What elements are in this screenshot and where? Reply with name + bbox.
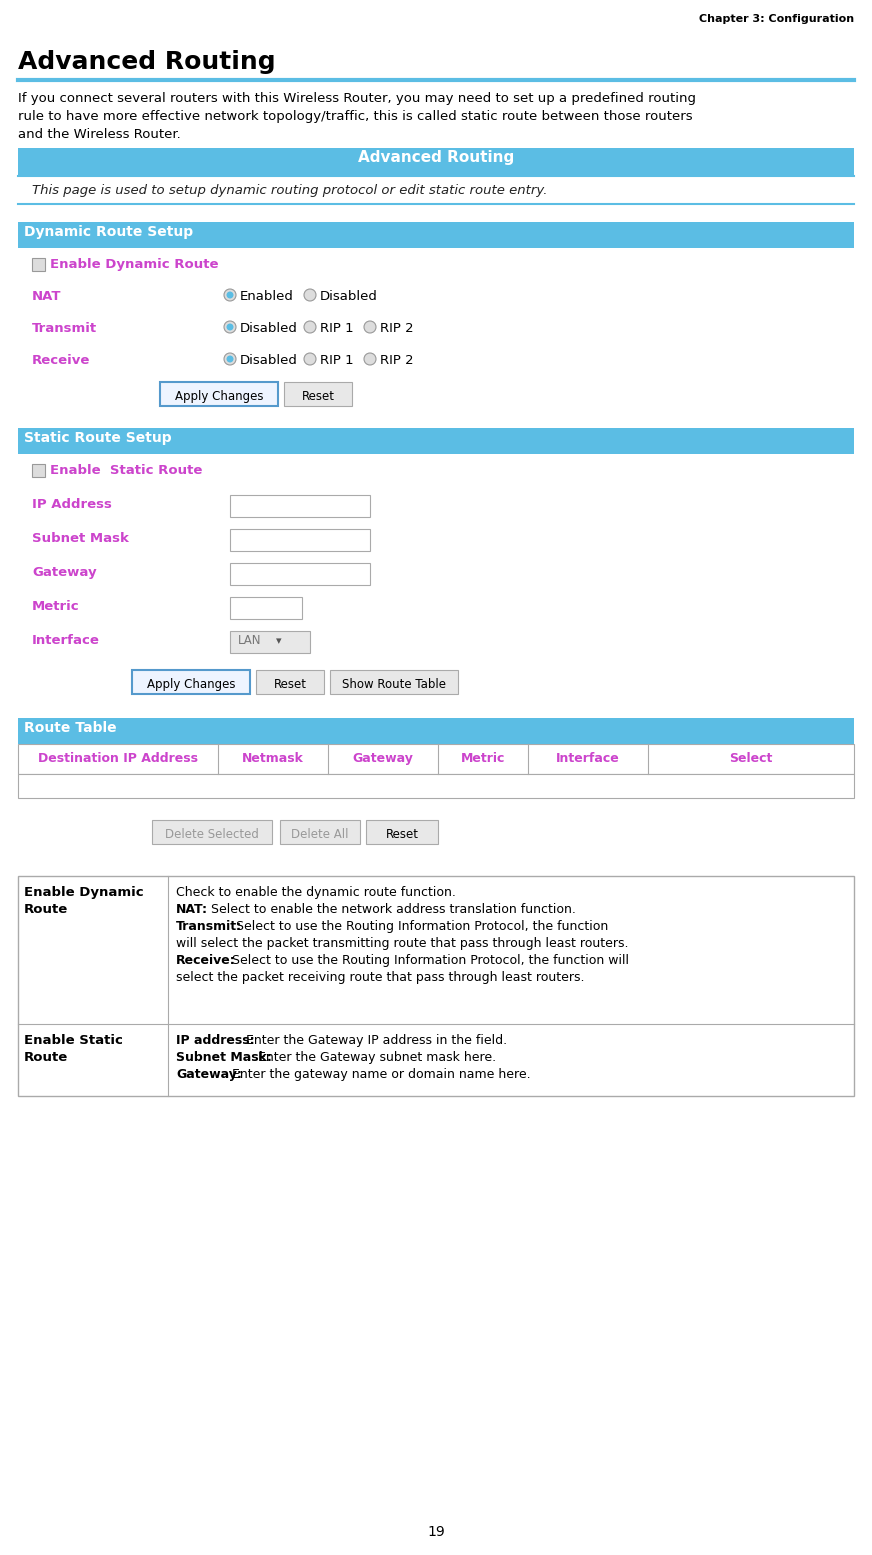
Bar	[366, 819, 438, 844]
Text: 19: 19	[427, 1525, 445, 1539]
Text: This page is used to setup dynamic routing protocol or edit static route entry.: This page is used to setup dynamic routi…	[32, 183, 548, 197]
Bar	[32, 463, 45, 477]
Text: Enable Static: Enable Static	[24, 1034, 123, 1047]
Text: Advanced Routing: Advanced Routing	[18, 50, 276, 75]
Text: Select to use the Routing Information Protocol, the function: Select to use the Routing Information Pr…	[232, 921, 609, 933]
Circle shape	[304, 320, 316, 333]
Text: Route: Route	[24, 1051, 68, 1064]
Text: Enabled: Enabled	[240, 289, 294, 303]
Bar	[18, 875, 854, 1096]
Text: Dynamic Route Setup: Dynamic Route Setup	[24, 225, 193, 239]
Text: ▾: ▾	[276, 636, 282, 645]
Bar	[230, 597, 302, 619]
Bar	[230, 631, 310, 653]
Text: Reset: Reset	[274, 678, 306, 690]
Bar	[18, 222, 854, 247]
Text: Delete Selected: Delete Selected	[165, 827, 259, 841]
Circle shape	[364, 353, 376, 365]
Text: Disabled: Disabled	[320, 289, 378, 303]
Text: Destination IP Address: Destination IP Address	[38, 753, 198, 765]
Text: Route Table: Route Table	[24, 722, 117, 736]
Circle shape	[224, 320, 236, 333]
Text: Netmask: Netmask	[242, 753, 304, 765]
Text: select the packet receiving route that pass through least routers.: select the packet receiving route that p…	[176, 970, 584, 984]
Text: Delete All: Delete All	[291, 827, 349, 841]
Text: rule to have more effective network topology/traffic, this is called static rout: rule to have more effective network topo…	[18, 110, 692, 123]
Text: If you connect several routers with this Wireless Router, you may need to set up: If you connect several routers with this…	[18, 92, 696, 106]
Text: Select: Select	[729, 753, 773, 765]
Bar	[18, 774, 854, 798]
Bar	[18, 148, 854, 176]
Text: Metric: Metric	[32, 600, 79, 613]
Text: Reset: Reset	[385, 827, 419, 841]
Text: Enter the gateway name or domain name here.: Enter the gateway name or domain name he…	[228, 1068, 531, 1081]
Text: Select to use the Routing Information Protocol, the function will: Select to use the Routing Information Pr…	[228, 955, 629, 967]
Circle shape	[304, 353, 316, 365]
Bar	[230, 563, 370, 585]
Text: Enable Dynamic: Enable Dynamic	[24, 886, 144, 899]
Bar	[256, 670, 324, 694]
Text: IP Address: IP Address	[32, 498, 112, 512]
Text: Disabled: Disabled	[240, 322, 298, 334]
Bar	[132, 670, 250, 694]
Text: Gateway: Gateway	[352, 753, 413, 765]
Bar	[18, 428, 854, 454]
Text: Select to enable the network address translation function.: Select to enable the network address tra…	[207, 903, 576, 916]
Text: Check to enable the dynamic route function.: Check to enable the dynamic route functi…	[176, 886, 456, 899]
Text: RIP 2: RIP 2	[380, 355, 413, 367]
Text: Reset: Reset	[302, 390, 335, 403]
Text: LAN: LAN	[238, 634, 262, 647]
Circle shape	[227, 356, 234, 362]
Bar	[280, 819, 360, 844]
Text: Advanced Routing: Advanced Routing	[358, 149, 514, 165]
Text: Show Route Table: Show Route Table	[342, 678, 446, 690]
Text: Gateway: Gateway	[32, 566, 97, 578]
Text: RIP 2: RIP 2	[380, 322, 413, 334]
Text: and the Wireless Router.: and the Wireless Router.	[18, 128, 181, 142]
Text: RIP 1: RIP 1	[320, 355, 354, 367]
Text: NAT: NAT	[32, 289, 62, 303]
Text: Disabled: Disabled	[240, 355, 298, 367]
Text: Apply Changes: Apply Changes	[146, 678, 235, 690]
Text: Subnet Mask: Subnet Mask	[32, 532, 129, 544]
Text: Transmit:: Transmit:	[176, 921, 242, 933]
Text: Chapter 3: Configuration: Chapter 3: Configuration	[698, 14, 854, 23]
Bar	[152, 819, 272, 844]
Bar	[230, 494, 370, 516]
Text: Enter the Gateway subnet mask here.: Enter the Gateway subnet mask here.	[254, 1051, 496, 1064]
Text: Apply Changes: Apply Changes	[174, 390, 263, 403]
Bar	[160, 383, 278, 406]
Circle shape	[304, 289, 316, 302]
Bar	[18, 743, 854, 774]
Circle shape	[224, 353, 236, 365]
Text: IP address:: IP address:	[176, 1034, 255, 1047]
Text: Route: Route	[24, 903, 68, 916]
Text: Interface: Interface	[32, 634, 100, 647]
Text: Gateway:: Gateway:	[176, 1068, 242, 1081]
Circle shape	[227, 291, 234, 299]
Text: Static Route Setup: Static Route Setup	[24, 431, 172, 445]
Bar	[18, 718, 854, 743]
Text: will select the packet transmitting route that pass through least routers.: will select the packet transmitting rout…	[176, 938, 629, 950]
Text: Interface: Interface	[556, 753, 620, 765]
Text: RIP 1: RIP 1	[320, 322, 354, 334]
Circle shape	[224, 289, 236, 302]
Circle shape	[227, 323, 234, 331]
Text: Transmit: Transmit	[32, 322, 97, 334]
Text: NAT:: NAT:	[176, 903, 208, 916]
Text: Enter the Gateway IP address in the field.: Enter the Gateway IP address in the fiel…	[242, 1034, 508, 1047]
Text: Subnet Mask:: Subnet Mask:	[176, 1051, 272, 1064]
Text: Receive:: Receive:	[176, 955, 235, 967]
Circle shape	[364, 320, 376, 333]
Bar	[230, 529, 370, 550]
Text: Receive: Receive	[32, 355, 91, 367]
Text: Enable Dynamic Route: Enable Dynamic Route	[50, 258, 219, 271]
Bar	[284, 383, 352, 406]
Bar	[32, 258, 45, 271]
Bar	[330, 670, 458, 694]
Text: Metric: Metric	[460, 753, 505, 765]
Text: Enable  Static Route: Enable Static Route	[50, 463, 202, 477]
